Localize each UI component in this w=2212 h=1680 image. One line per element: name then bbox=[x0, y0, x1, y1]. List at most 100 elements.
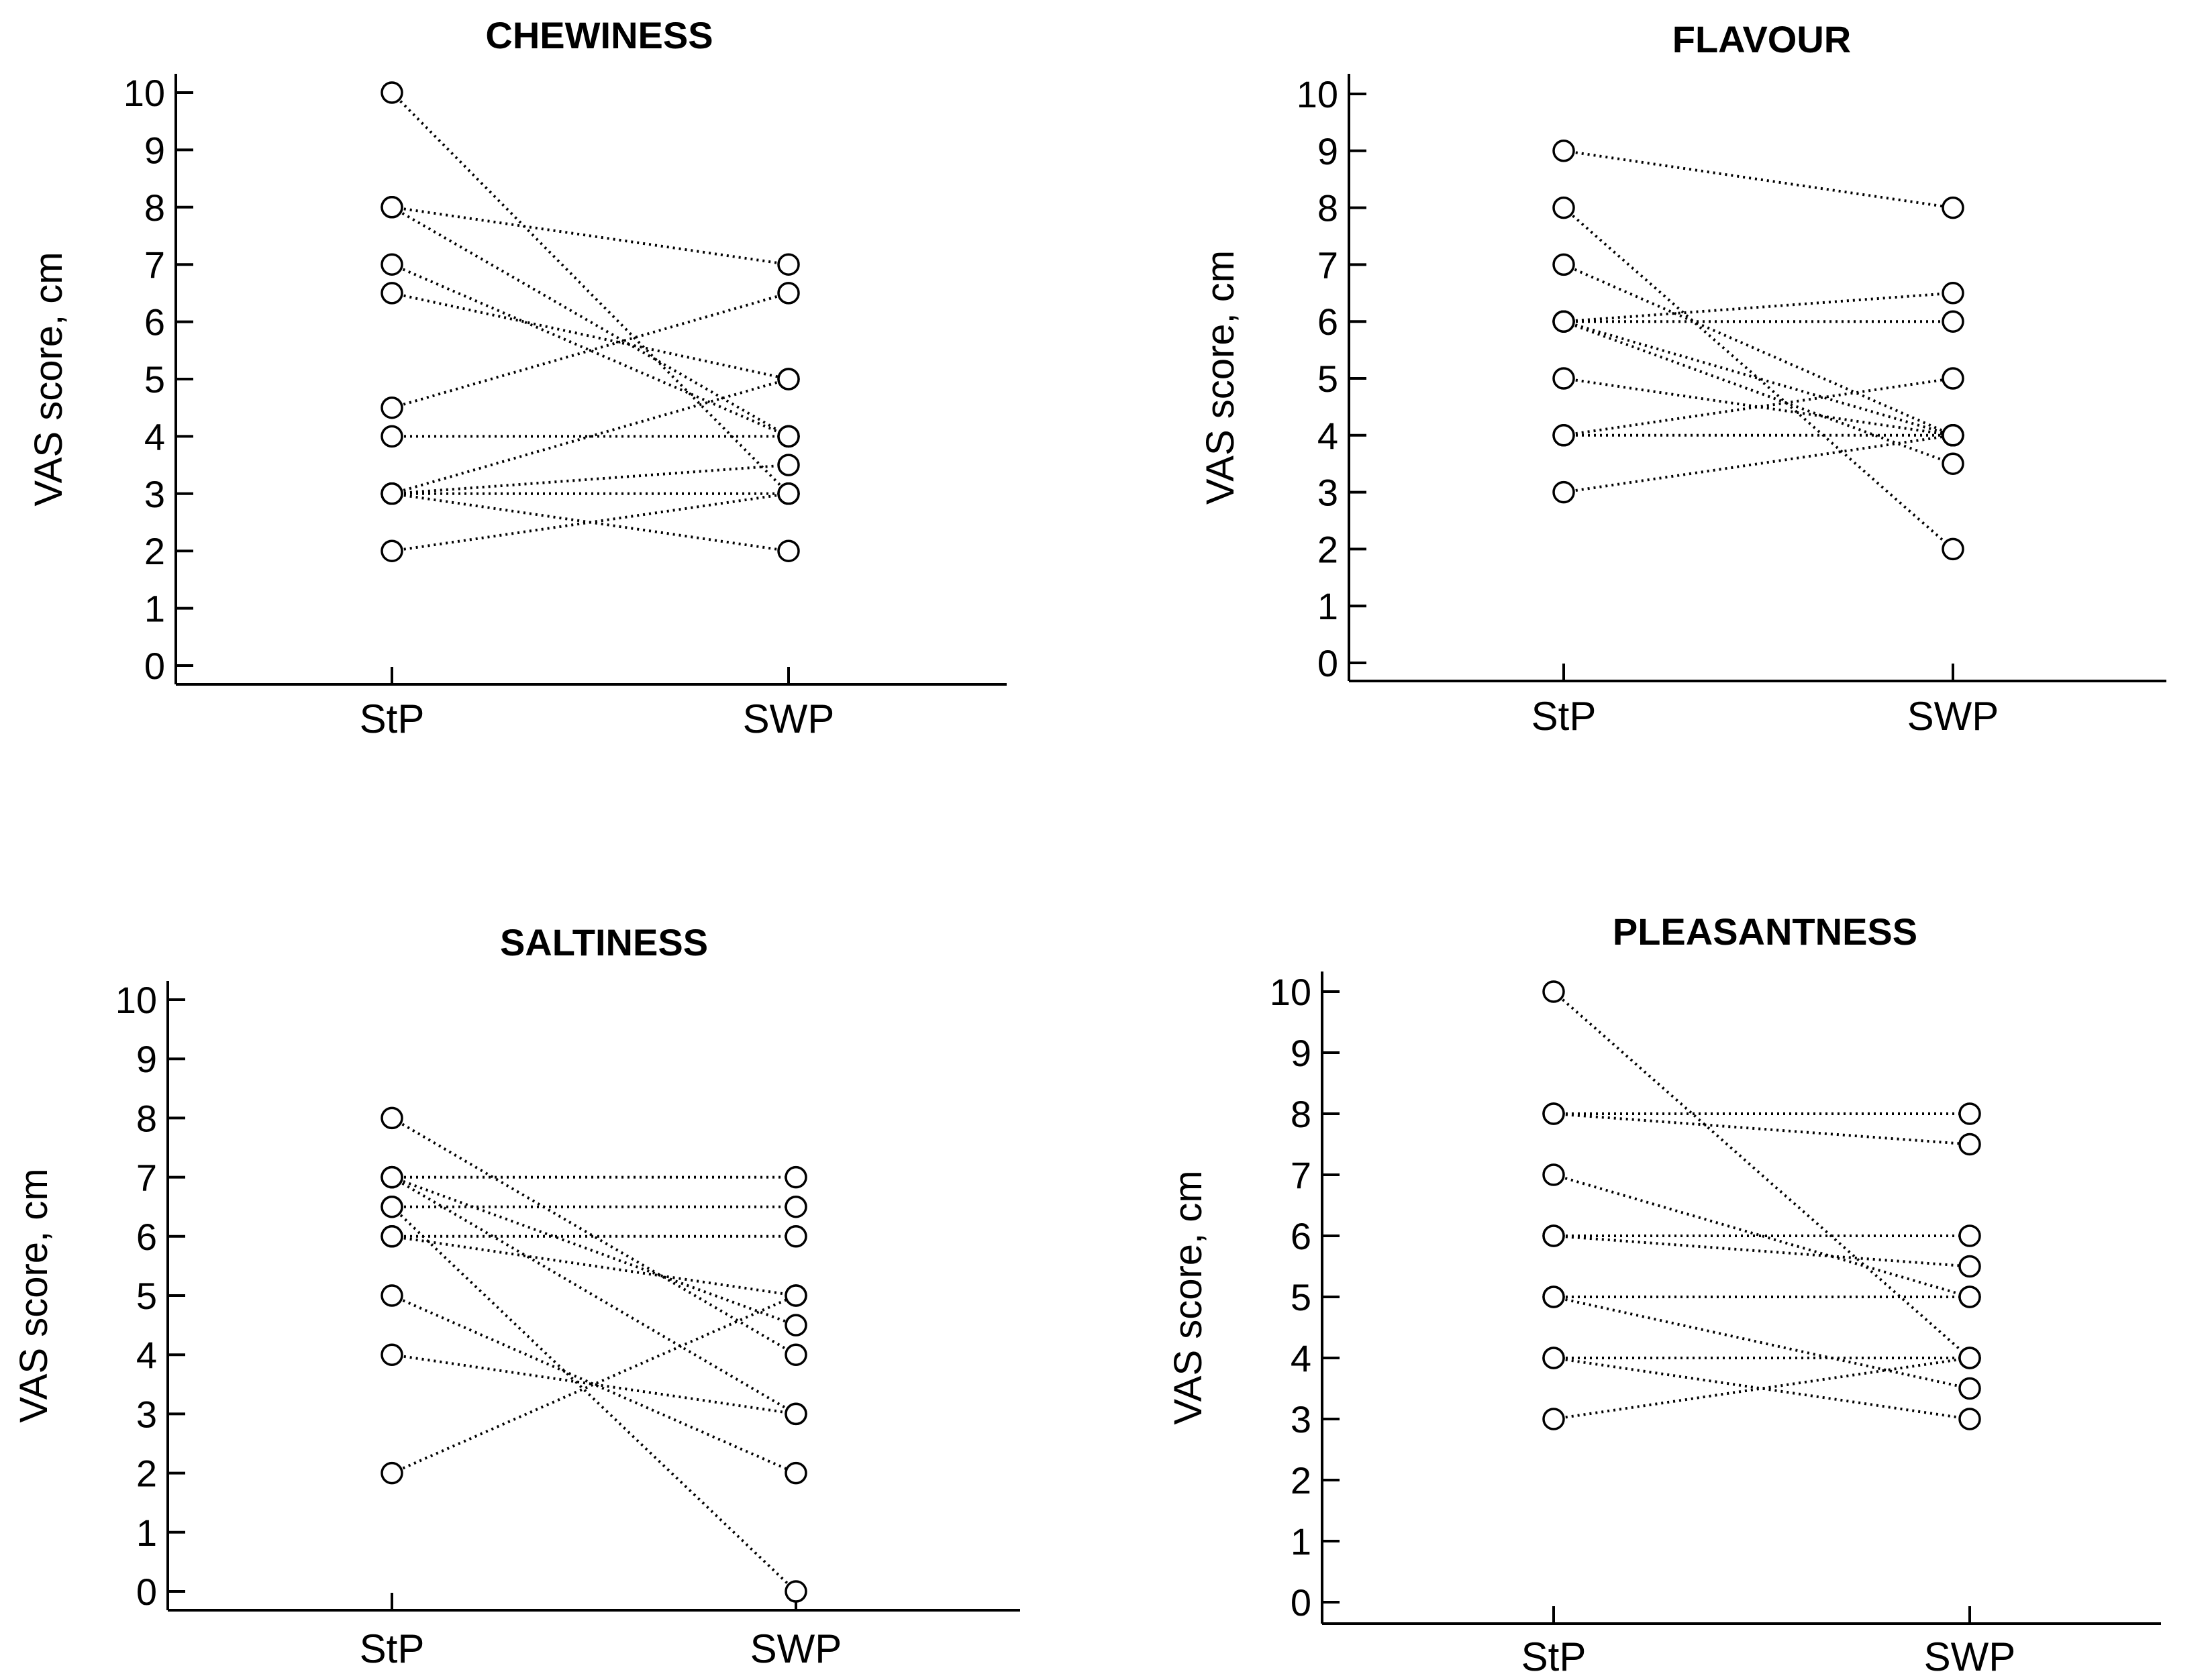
subject-line bbox=[391, 1175, 797, 1326]
y-tick-label: 6 bbox=[136, 1216, 157, 1258]
subject-line bbox=[391, 492, 789, 553]
data-point-swp bbox=[785, 1580, 807, 1603]
data-point-swp bbox=[785, 1314, 807, 1336]
data-point-swp bbox=[777, 482, 800, 505]
subject-line bbox=[391, 91, 790, 495]
data-point-stp bbox=[1552, 310, 1575, 333]
subject-line bbox=[391, 291, 789, 380]
panel-saltiness: SALTINESS VAS score, cm 0 1 2 3 4 5 6 7 8 9 10 StP SWP bbox=[12, 921, 1020, 1671]
y-tick-label: 9 bbox=[1317, 130, 1338, 172]
y-tick-label: 0 bbox=[1317, 642, 1338, 684]
subject-line bbox=[1563, 377, 1954, 437]
y-tick-label: 9 bbox=[1291, 1032, 1311, 1074]
data-point-stp bbox=[1552, 367, 1575, 390]
data-point-swp bbox=[1958, 1224, 1981, 1247]
y-tick-label: 8 bbox=[1317, 187, 1338, 229]
data-point-stp bbox=[381, 1195, 403, 1218]
y-tick-label: 9 bbox=[144, 129, 165, 171]
data-point-stp bbox=[1542, 1285, 1565, 1308]
subject-line bbox=[391, 464, 789, 495]
x-tick-label: SWP bbox=[750, 1626, 842, 1671]
data-point-stp bbox=[1552, 140, 1575, 162]
y-tick-label: 10 bbox=[1297, 73, 1338, 115]
data-point-stp bbox=[381, 482, 403, 505]
data-point-swp bbox=[1958, 1255, 1981, 1278]
chart-title: PLEASANTNESS bbox=[1613, 910, 1917, 953]
data-point-stp bbox=[381, 1225, 403, 1248]
y-tick-label: 4 bbox=[1317, 415, 1338, 457]
data-point-swp bbox=[777, 454, 800, 476]
data-point-swp bbox=[1958, 1102, 1981, 1125]
subject-line bbox=[391, 291, 789, 409]
data-point-swp bbox=[1958, 1133, 1981, 1156]
y-tick-label: 3 bbox=[1317, 472, 1338, 514]
y-tick-label: 0 bbox=[144, 645, 165, 687]
y-tick-label: 6 bbox=[1317, 301, 1338, 343]
subject-line bbox=[391, 1294, 797, 1475]
subject-line bbox=[391, 1235, 797, 1297]
subject-line bbox=[391, 1353, 797, 1416]
subject-line bbox=[1552, 990, 1971, 1359]
subject-line bbox=[391, 205, 789, 266]
data-point-stp bbox=[1542, 1347, 1565, 1369]
data-point-swp bbox=[1942, 196, 1964, 219]
x-tick-label: SWP bbox=[1924, 1634, 2016, 1679]
y-tick-label: 6 bbox=[1291, 1215, 1311, 1257]
data-point-stp bbox=[381, 282, 403, 305]
data-point-swp bbox=[1942, 537, 1964, 561]
y-tick-label: 1 bbox=[1291, 1520, 1311, 1563]
data-point-swp bbox=[1958, 1285, 1981, 1308]
data-point-swp bbox=[785, 1461, 807, 1485]
chart-title: SALTINESS bbox=[500, 921, 708, 963]
y-tick-label: 7 bbox=[1317, 244, 1338, 286]
y-tick-label: 2 bbox=[1317, 528, 1338, 570]
data-point-swp bbox=[777, 282, 800, 305]
x-tick-label: SWP bbox=[743, 696, 835, 741]
y-tick-label: 10 bbox=[1270, 971, 1311, 1013]
y-tick-label: 4 bbox=[1291, 1337, 1311, 1379]
y-axis-label: VAS score, cm bbox=[1199, 250, 1242, 505]
subject-line bbox=[391, 206, 790, 438]
data-point-stp bbox=[381, 1284, 403, 1307]
x-tick-label: SWP bbox=[1907, 694, 1999, 739]
y-tick-label: 3 bbox=[1291, 1398, 1311, 1440]
data-point-swp bbox=[1958, 1377, 1981, 1400]
y-tick-label: 8 bbox=[144, 187, 165, 229]
data-point-swp bbox=[1942, 310, 1964, 333]
data-point-swp bbox=[785, 1402, 807, 1426]
data-point-stp bbox=[381, 1343, 403, 1366]
data-point-stp bbox=[381, 81, 403, 104]
y-tick-label: 5 bbox=[136, 1275, 157, 1317]
data-point-swp bbox=[1942, 282, 1964, 305]
y-tick-label: 7 bbox=[136, 1157, 157, 1199]
subject-line bbox=[391, 1206, 797, 1593]
y-tick-label: 4 bbox=[136, 1334, 157, 1376]
subject-line bbox=[1563, 320, 1954, 466]
subject-line bbox=[1553, 1112, 1970, 1146]
subject-line bbox=[391, 1294, 797, 1475]
subject-line bbox=[1563, 263, 1954, 437]
data-point-stp bbox=[381, 1106, 403, 1130]
y-tick-label: 0 bbox=[136, 1571, 157, 1613]
x-tick-label: StP bbox=[360, 1626, 425, 1671]
data-point-swp bbox=[777, 368, 800, 390]
subject-line bbox=[1553, 1296, 1970, 1390]
data-point-stp bbox=[1542, 1408, 1565, 1430]
subject-line bbox=[1563, 433, 1954, 494]
data-point-swp bbox=[1942, 452, 1964, 475]
y-tick-label: 1 bbox=[1317, 585, 1338, 627]
data-point-stp bbox=[1542, 1102, 1565, 1125]
subject-line bbox=[391, 1175, 797, 1416]
data-point-swp bbox=[1942, 424, 1964, 447]
data-point-stp bbox=[381, 539, 403, 562]
x-tick-label: StP bbox=[1531, 694, 1597, 739]
data-point-stp bbox=[1542, 1163, 1565, 1186]
subject-line bbox=[391, 378, 789, 495]
data-point-stp bbox=[381, 196, 403, 219]
data-point-stp bbox=[381, 1165, 403, 1189]
y-axis-label: VAS score, cm bbox=[12, 1168, 56, 1422]
data-point-stp bbox=[1552, 424, 1575, 447]
y-axis-label: VAS score, cm bbox=[1166, 1170, 1210, 1424]
